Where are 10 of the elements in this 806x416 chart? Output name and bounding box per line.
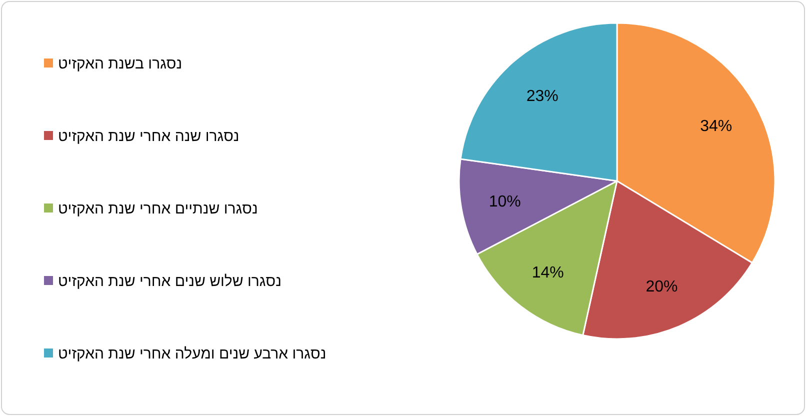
- data-label: 23%: [526, 88, 558, 106]
- data-label: 10%: [488, 193, 521, 210]
- legend-label: נסגרו שנה אחרי שנת האקזיט: [58, 128, 240, 145]
- legend-label: נסגרו בשנת האקזיט: [58, 56, 182, 72]
- data-label: 20%: [646, 278, 678, 296]
- legend-label: נסגרו שנתיים אחרי שנת האקזיט: [58, 200, 258, 218]
- legend-label: נסגרו שלוש שנים אחרי שנת האקזיט: [58, 273, 282, 290]
- data-label: 34%: [700, 118, 732, 136]
- legend-label: נסגרו ארבע שנים ומעלה אחרי שנת האקזיט: [58, 346, 326, 362]
- data-label: 14%: [532, 264, 564, 282]
